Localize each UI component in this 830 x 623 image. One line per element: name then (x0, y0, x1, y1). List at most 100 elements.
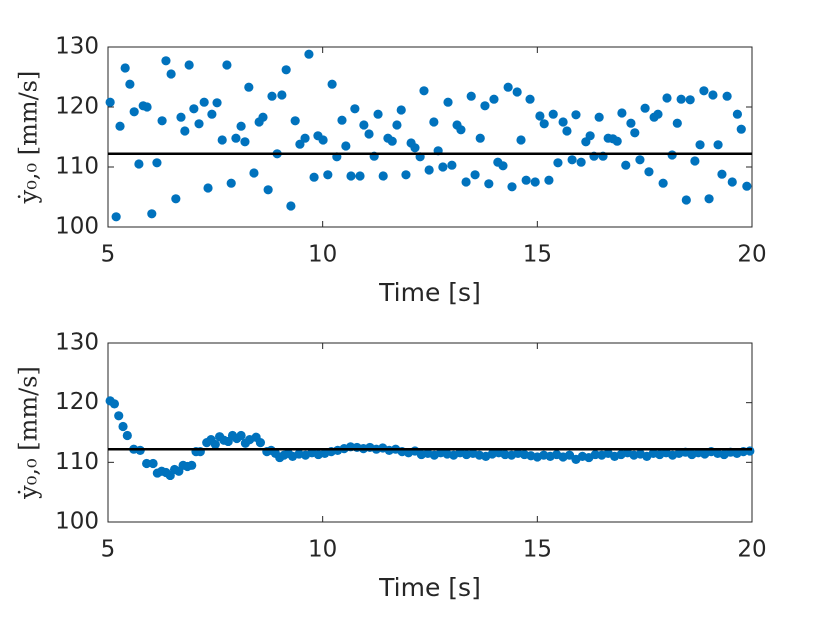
data-point (396, 105, 406, 115)
data-point (521, 175, 531, 185)
data-point (240, 137, 250, 147)
data-point (722, 91, 732, 101)
data-point (392, 120, 402, 130)
data-point (585, 131, 595, 141)
data-point (681, 195, 691, 205)
data-point (695, 140, 705, 150)
data-point (484, 179, 494, 189)
y-axis-label: ẏ₀,₀ [mm/s] (15, 71, 43, 205)
data-point (263, 185, 273, 195)
data-point (115, 121, 125, 131)
data-point (676, 94, 686, 104)
data-point (318, 135, 328, 145)
data-point (516, 135, 526, 145)
data-point (255, 438, 266, 448)
data-point (258, 112, 268, 122)
data-point (576, 157, 586, 167)
data-point (222, 60, 232, 70)
data-point (387, 136, 397, 146)
data-point (203, 183, 213, 193)
data-point (708, 90, 718, 100)
x-tick-label: 20 (737, 242, 766, 268)
x-axis-label: Time [s] (378, 278, 481, 307)
data-point (337, 115, 347, 125)
y-tick-label: 120 (55, 389, 99, 415)
data-point (157, 116, 167, 126)
data-point (635, 155, 645, 165)
data-point (699, 86, 709, 96)
x-tick-label: 20 (737, 537, 766, 563)
data-point (142, 458, 152, 469)
data-point (114, 411, 124, 421)
data-point (184, 60, 194, 70)
data-point (236, 121, 246, 131)
data-point (512, 87, 522, 97)
x-axis-label: Time [s] (378, 573, 481, 602)
data-point (644, 167, 654, 177)
data-point (236, 430, 246, 441)
data-point (658, 178, 668, 188)
data-point (122, 430, 132, 441)
data-point (630, 128, 640, 138)
data-point (489, 94, 499, 104)
data-point (553, 158, 563, 168)
data-point (189, 104, 199, 114)
x-tick-label: 5 (101, 242, 116, 268)
data-point (456, 125, 466, 135)
data-point (535, 111, 545, 121)
data-point (507, 182, 517, 192)
data-point (194, 119, 204, 129)
y-tick-label: 100 (55, 214, 99, 240)
data-point (429, 117, 439, 127)
data-point (690, 156, 700, 166)
y-tick-label: 130 (55, 34, 99, 60)
data-point (461, 177, 471, 187)
x-tick-label: 10 (308, 242, 337, 268)
y-tick-label: 110 (55, 154, 99, 180)
data-point (498, 161, 508, 171)
data-point (548, 109, 558, 119)
data-point (662, 93, 672, 103)
data-point (142, 102, 152, 112)
data-point (118, 421, 128, 432)
data-point (212, 98, 222, 108)
data-point (226, 178, 236, 188)
data-point (281, 65, 291, 75)
data-point (617, 108, 627, 118)
data-point (640, 103, 650, 113)
data-point (350, 104, 360, 114)
y-tick-label: 120 (55, 94, 99, 120)
data-point (304, 49, 314, 59)
data-point (277, 90, 287, 100)
axes-box (107, 342, 753, 523)
data-point (147, 209, 157, 219)
data-point (346, 171, 356, 181)
data-point (736, 124, 746, 134)
data-point (300, 133, 310, 143)
y-tick-label: 100 (55, 509, 99, 535)
data-point (466, 91, 476, 101)
data-point (626, 118, 636, 128)
data-point (125, 79, 135, 89)
data-point (105, 97, 115, 107)
data-point (571, 110, 581, 120)
data-point (704, 194, 714, 204)
data-point (111, 212, 121, 222)
x-tick-label: 15 (523, 537, 552, 563)
data-point (544, 175, 554, 185)
data-point (290, 116, 300, 126)
y-tick-label: 110 (55, 449, 99, 475)
data-point (210, 439, 220, 450)
data-point (685, 95, 695, 105)
data-point (562, 126, 572, 136)
data-point (199, 97, 209, 107)
data-point (621, 160, 631, 170)
data-point (129, 107, 139, 117)
data-point (742, 181, 752, 191)
data-point (503, 82, 513, 92)
data-point (176, 112, 186, 122)
data-point (612, 136, 622, 146)
data-point (359, 120, 369, 130)
data-point (424, 165, 434, 175)
data-point (373, 109, 383, 119)
